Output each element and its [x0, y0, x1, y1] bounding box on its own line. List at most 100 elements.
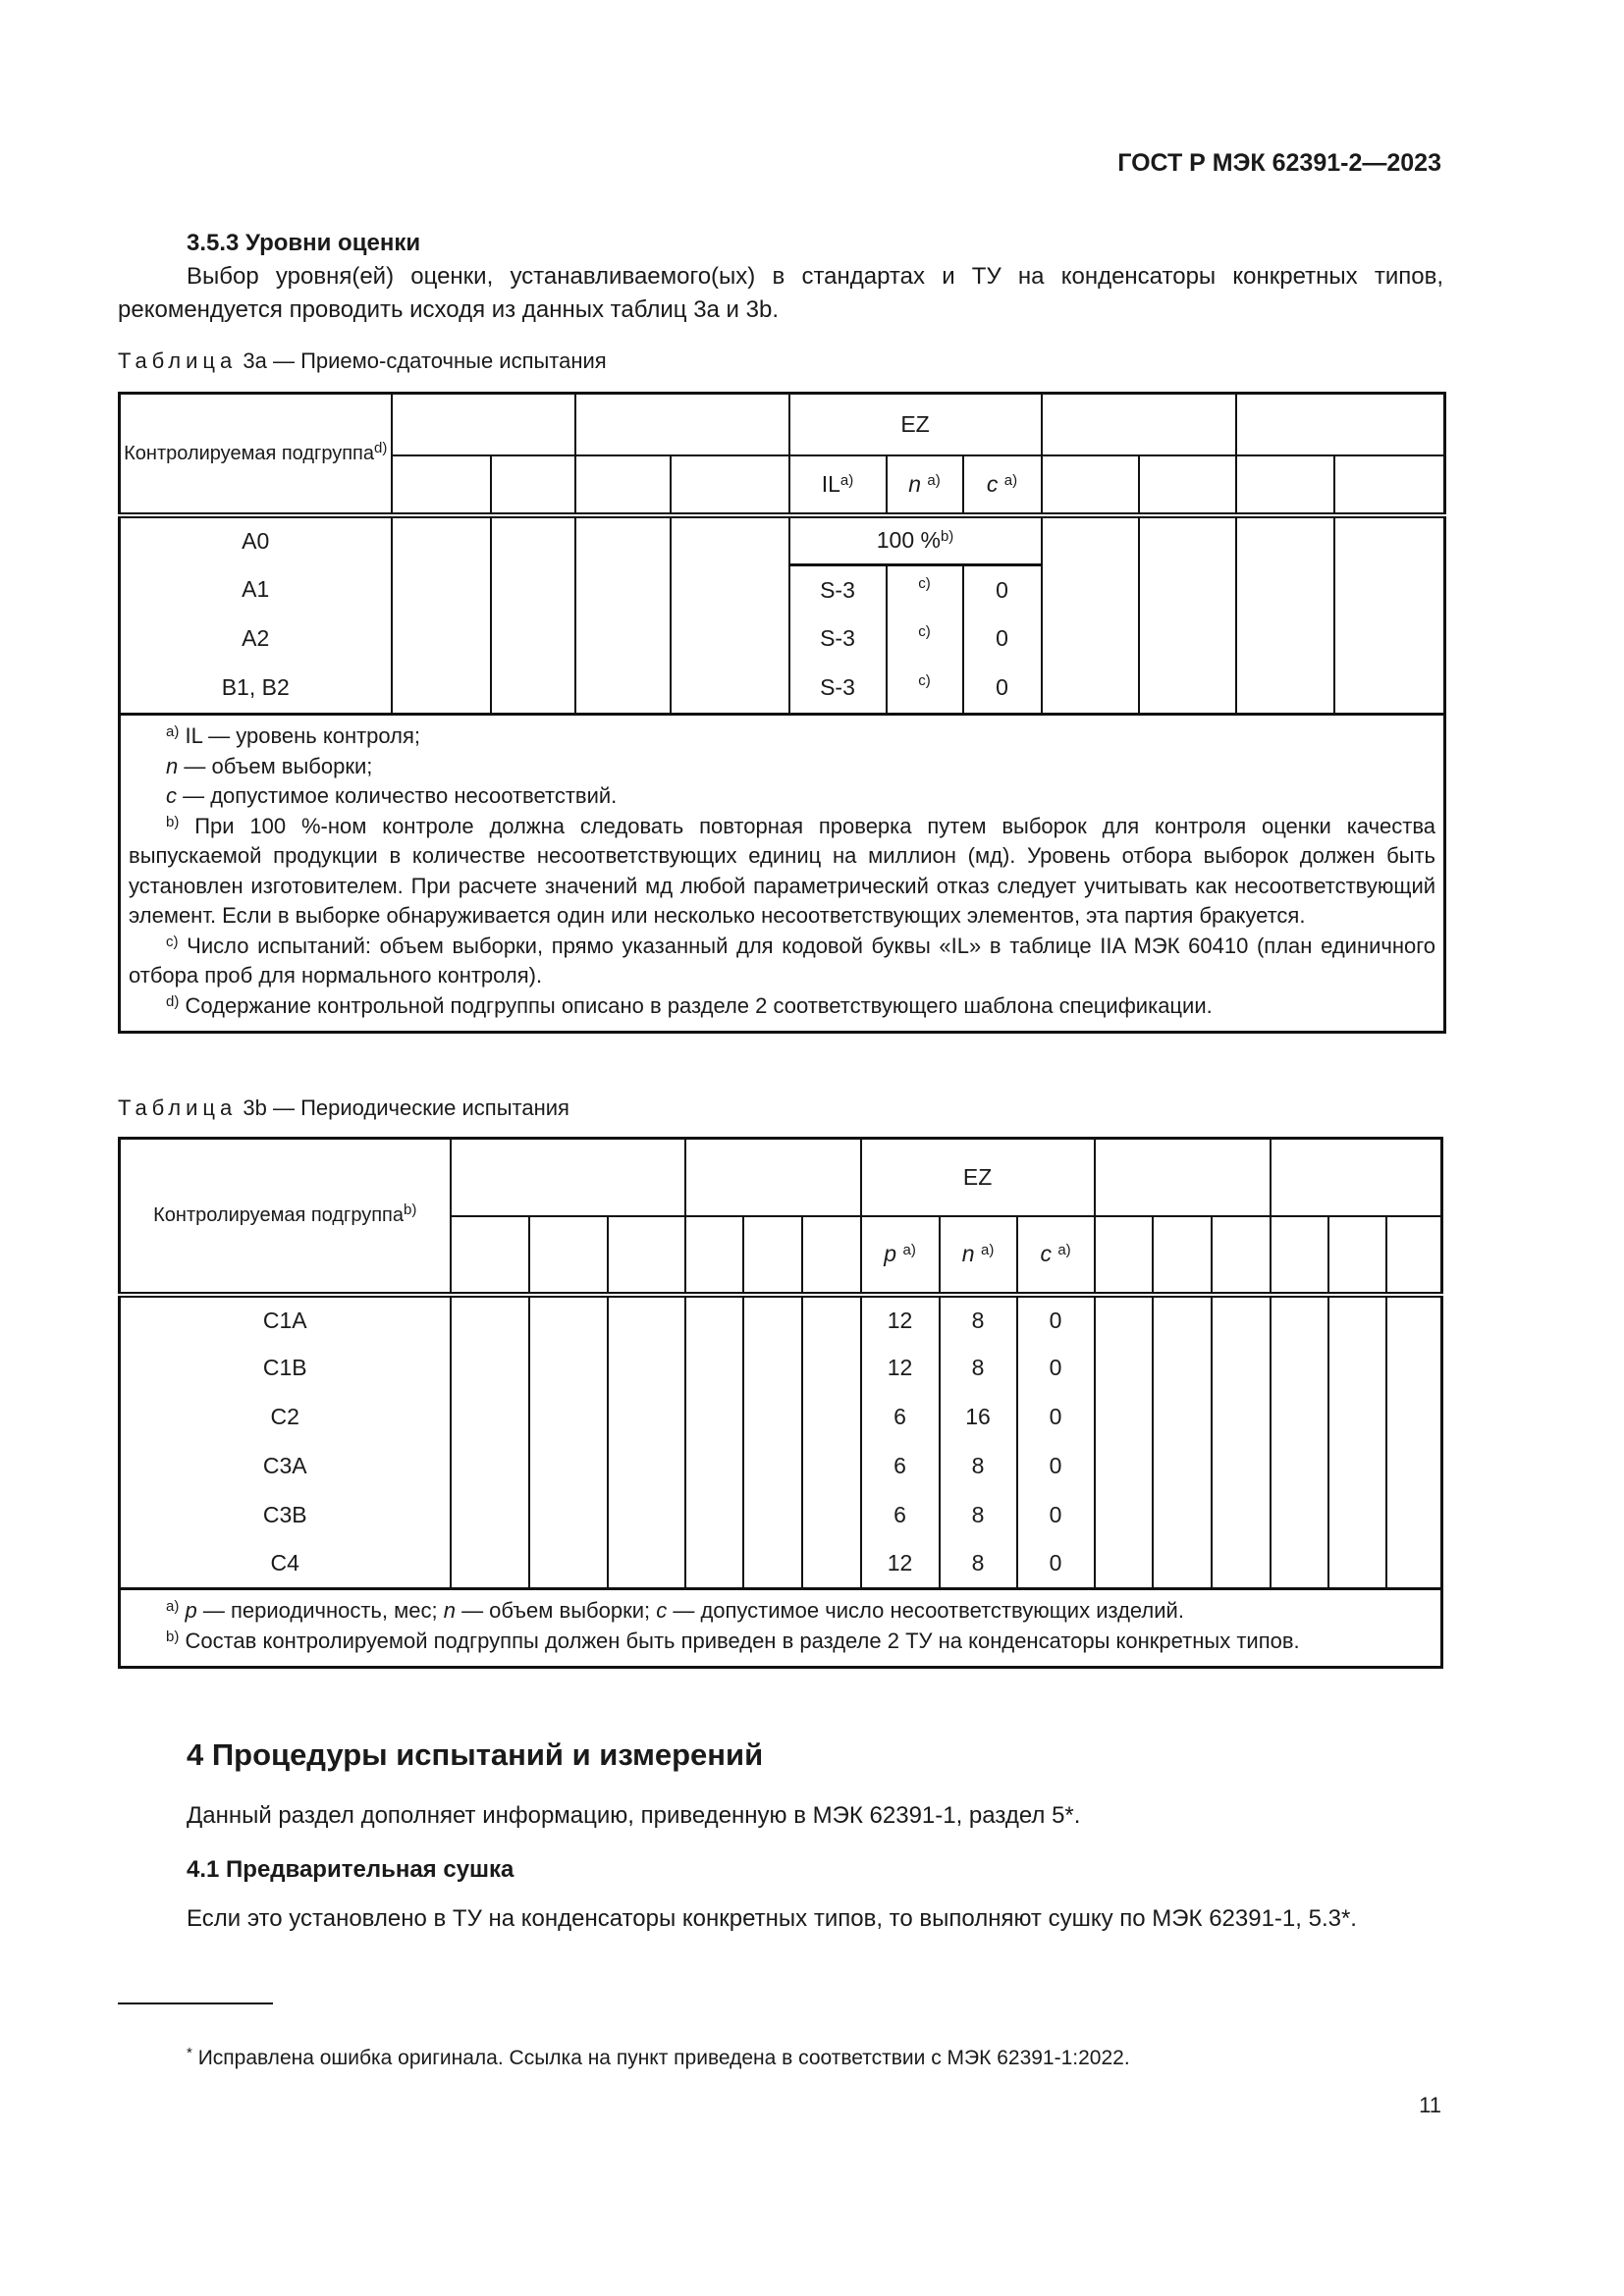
table-row: C1B 12 8 0	[118, 1343, 1442, 1393]
il-cell: S-3	[787, 614, 888, 664]
p-cell: 12	[859, 1343, 941, 1393]
empty-cell	[1210, 1214, 1272, 1298]
empty-cell	[741, 1294, 803, 1589]
section-3-5-3-text: Выбор уровня(ей) оценки, устанавливаемог…	[118, 260, 1443, 327]
p-cell: 6	[859, 1392, 941, 1442]
note-text: — объем выборки;	[178, 753, 373, 778]
empty-cell	[1093, 1214, 1154, 1298]
subgroup-cell: C3B	[118, 1490, 452, 1540]
table-3b-notes: a) p — периодичность, мес; n — объем выб…	[117, 1587, 1444, 1669]
table-row: A2 S-3 c) 0	[118, 614, 1445, 664]
note-var: c	[656, 1598, 668, 1623]
empty-cell	[800, 1214, 862, 1298]
empty-cell	[683, 1214, 744, 1298]
subgroup-cell: A1	[118, 564, 393, 614]
p-header: p a)	[859, 1214, 941, 1298]
subgroup-cell: C2	[118, 1392, 452, 1442]
n-cell: 8	[938, 1539, 1018, 1589]
empty-cell	[741, 1214, 803, 1298]
table-row: A0 100 %b)	[118, 514, 1447, 715]
empty-cell	[1040, 454, 1140, 518]
empty-cell	[1269, 1214, 1329, 1298]
table-row: A1 S-3 c) 0	[118, 564, 1445, 614]
il-cell: S-3	[787, 564, 888, 614]
subgroup-cell: C4	[118, 1539, 452, 1589]
empty-cell	[1234, 454, 1335, 518]
n-cell: c)	[918, 575, 931, 592]
c-cell: 0	[1015, 1539, 1096, 1589]
footnote-ref: a)	[1057, 1242, 1071, 1258]
note-mark: a)	[166, 723, 180, 740]
n-cell: 8	[938, 1490, 1018, 1540]
empty-cell	[449, 1294, 530, 1589]
table-row: B1, B2 S-3 c) 0	[118, 663, 1445, 715]
empty-cell	[489, 454, 576, 518]
caption-text: 3b — Периодические испытания	[243, 1095, 569, 1120]
empty-cell	[669, 514, 790, 715]
empty-cell	[1151, 1214, 1213, 1298]
subgroup-cell: A2	[118, 614, 393, 664]
c-cell: 0	[961, 614, 1043, 664]
empty-cell	[1332, 514, 1447, 715]
subgroup-cell: C1B	[118, 1343, 452, 1393]
footnote-mark: *	[187, 2045, 192, 2061]
empty-cell	[527, 1294, 609, 1589]
subgroup-cell: C1A	[118, 1294, 452, 1344]
table-row: C4 12 8 0	[118, 1539, 1442, 1589]
empty-group-header	[1040, 392, 1237, 456]
value-text: 100 %	[876, 527, 941, 554]
empty-cell	[1269, 1294, 1329, 1589]
empty-group-header	[683, 1137, 862, 1217]
note-var: n	[166, 753, 179, 778]
n-header: n a)	[938, 1214, 1018, 1298]
c-cell: 0	[1015, 1441, 1096, 1491]
caption-word: Таблица	[118, 1095, 238, 1120]
footnote-ref: b)	[940, 528, 954, 546]
table-3b-caption: Таблица 3b — Периодические испытания	[118, 1095, 569, 1121]
note-var: c	[166, 783, 177, 808]
empty-cell	[1384, 1294, 1444, 1589]
header-text: c	[1040, 1241, 1052, 1266]
empty-cell	[1137, 454, 1237, 518]
empty-group-header	[1269, 1137, 1444, 1217]
note-var: n	[443, 1598, 456, 1623]
subgroup-cell: A0	[118, 514, 393, 565]
c-cell: 0	[1015, 1392, 1096, 1442]
c-cell: 0	[961, 564, 1043, 614]
section-4-title: 4 Процедуры испытаний и измерений	[187, 1737, 764, 1772]
empty-cell	[1332, 454, 1447, 518]
note-mark: a)	[166, 1598, 180, 1615]
c-cell: 0	[1015, 1294, 1096, 1344]
empty-cell	[449, 1214, 530, 1298]
il-cell: S-3	[787, 663, 888, 715]
footnote-ref: a)	[839, 471, 854, 489]
empty-cell	[1151, 1294, 1213, 1589]
empty-cell	[1234, 514, 1335, 715]
empty-cell	[1093, 1294, 1154, 1589]
note-text: — допустимое количество несоответствий.	[177, 783, 618, 808]
empty-cell	[1326, 1214, 1387, 1298]
note-mark: c)	[166, 933, 179, 950]
n-cell: 8	[938, 1294, 1018, 1344]
note-text: Содержание контрольной подгруппы описано…	[185, 992, 1213, 1018]
caption-text: 3а — Приемо-сдаточные испытания	[243, 348, 607, 373]
c-header: c a)	[1015, 1214, 1096, 1298]
empty-cell	[1326, 1294, 1387, 1589]
c-cell: 0	[1015, 1343, 1096, 1393]
note-var: p	[185, 1598, 197, 1623]
footnote-ref: a)	[1003, 471, 1018, 489]
section-4-text: Данный раздел дополняет информацию, прив…	[118, 1799, 1443, 1833]
n-cell: 8	[938, 1441, 1018, 1491]
page-number: 11	[1419, 2093, 1441, 2117]
header-text: p	[884, 1241, 897, 1266]
table-row: C2 6 16 0	[118, 1392, 1442, 1442]
table-3a-caption: Таблица 3а — Приемо-сдаточные испытания	[118, 348, 607, 374]
header-text: Контролируемая подгруппа	[124, 442, 374, 464]
note-text: При 100 %-ном контроле должна следовать …	[129, 813, 1436, 929]
paragraph-text: Выбор уровня(ей) оценки, устанавливаемог…	[118, 263, 1443, 323]
table-3a-notes: a) IL — уровень контроля; n — объем выбо…	[117, 713, 1447, 1034]
note-text: Число испытаний: объем выборки, прямо ук…	[129, 933, 1436, 988]
section-4-1-title: 4.1 Предварительная сушка	[187, 1856, 514, 1883]
empty-cell	[489, 514, 576, 715]
n-cell: 8	[938, 1343, 1018, 1393]
